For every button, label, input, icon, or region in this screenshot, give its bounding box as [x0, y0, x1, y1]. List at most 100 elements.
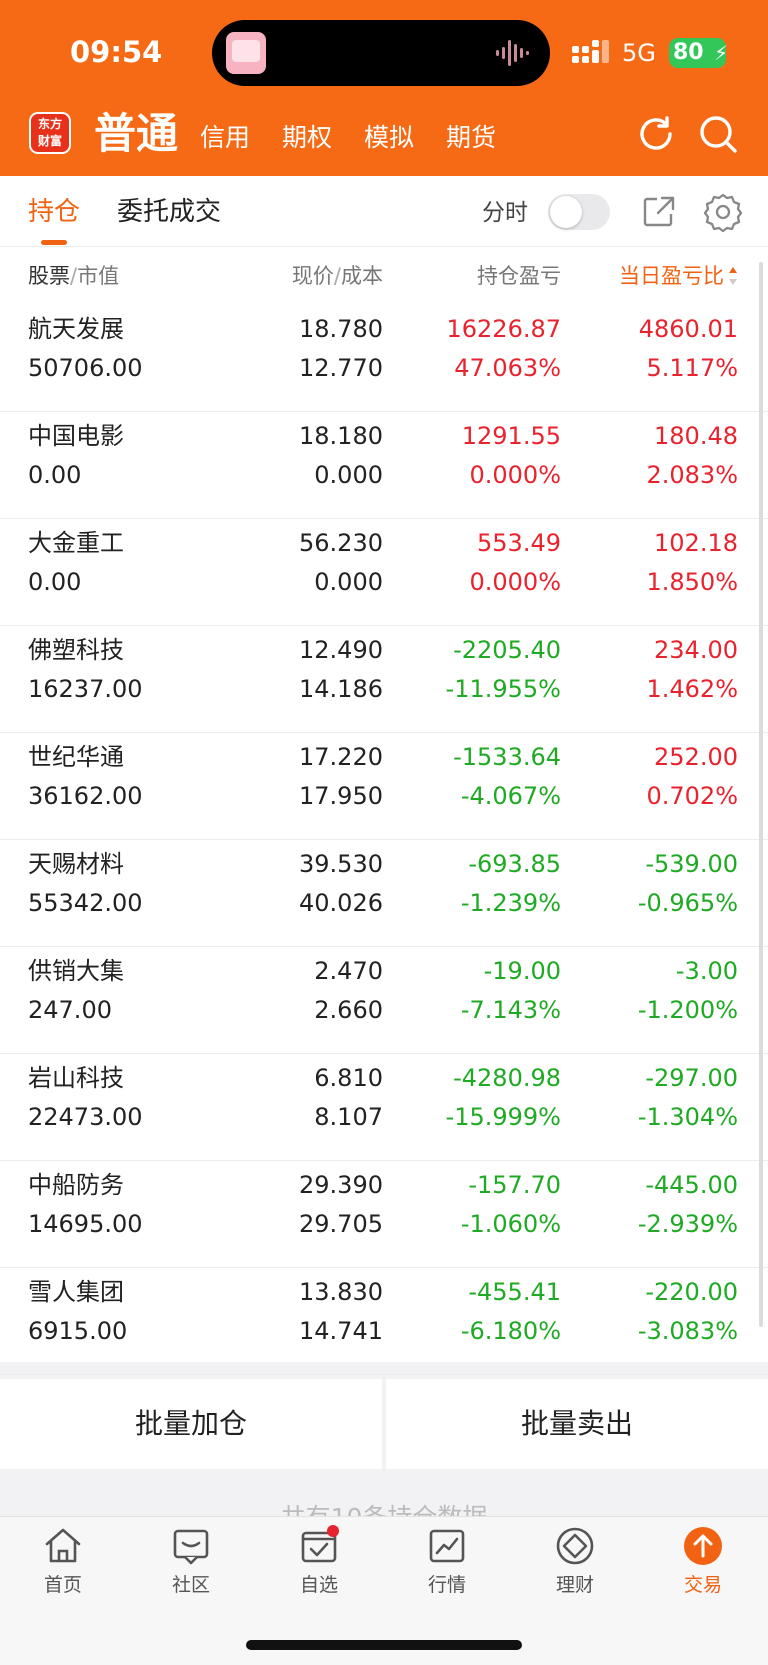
batch-sell-button[interactable]: 批量卖出	[386, 1379, 768, 1469]
account-tab-credit[interactable]: 信用	[200, 123, 251, 152]
daily-pl: 4860.01	[638, 315, 738, 343]
charging-bolt-icon: ⚡	[713, 41, 728, 65]
current-price: 29.390	[299, 1171, 383, 1199]
batch-add-button[interactable]: 批量加仓	[0, 1379, 382, 1469]
app-logo-text: 东方 财富	[31, 114, 69, 152]
stock-name: 雪人集团	[28, 1278, 124, 1306]
notification-dot	[327, 1525, 339, 1537]
daily-pl-pct: 5.117%	[646, 354, 738, 382]
sort-icon[interactable]	[728, 263, 738, 289]
account-tab-options[interactable]: 期权	[282, 123, 333, 152]
cost-price: 8.107	[314, 1103, 383, 1131]
market-value: 22473.00	[28, 1103, 143, 1131]
nav-wealth[interactable]: 理财	[530, 1525, 620, 1615]
nav-market-label: 行情	[427, 1574, 466, 1596]
daily-pl: 234.00	[654, 636, 738, 664]
market-value: 16237.00	[28, 675, 143, 703]
position-pl-pct: -7.143%	[460, 996, 561, 1024]
holding-row[interactable]: 世纪华通 36162.00 17.220 17.950 -1533.64 -4.067% 2…	[0, 733, 768, 840]
header-bar: 09:54 5G 8	[0, 0, 768, 176]
market-value: 36162.00	[28, 782, 143, 810]
share-export-icon[interactable]	[641, 194, 677, 230]
current-price: 39.530	[299, 850, 383, 878]
col-position-pl[interactable]: 持仓盈亏	[477, 264, 561, 288]
nav-home-label: 首页	[43, 1574, 82, 1596]
holding-row[interactable]: 岩山科技 22473.00 6.810 8.107 -4280.98 -15.999% -2…	[0, 1054, 768, 1161]
account-tab-simulated[interactable]: 模拟	[364, 123, 415, 152]
battery-indicator: 80 ⚡	[669, 38, 728, 68]
search-icon[interactable]	[696, 112, 740, 156]
daily-pl: -297.00	[645, 1064, 738, 1092]
logo-line-2: 财富	[37, 134, 62, 148]
nav-trade[interactable]: 交易	[658, 1525, 748, 1615]
column-header: 股票/市值 现价/成本 持仓盈亏 当日盈亏比	[0, 247, 768, 305]
daily-pl: -539.00	[645, 850, 738, 878]
col-price-label: 现价	[291, 264, 334, 288]
market-value: 55342.00	[28, 889, 143, 917]
cost-price: 12.770	[299, 354, 383, 382]
batch-actions: 批量加仓 批量卖出	[0, 1379, 768, 1471]
holding-row[interactable]: 雪人集团 6915.00 13.830 14.741 -455.41 -6.180% -22…	[0, 1268, 768, 1375]
market-value: 0.00	[28, 568, 82, 596]
current-price: 13.830	[299, 1278, 383, 1306]
account-tab-futures[interactable]: 期货	[446, 123, 497, 152]
daily-pl-pct: -0.965%	[637, 889, 738, 917]
col-marketvalue-label: 市值	[77, 264, 120, 288]
position-pl: -2205.40	[453, 636, 561, 664]
cost-price: 0.000	[314, 568, 383, 596]
col-cost-label: 成本	[341, 264, 383, 288]
daily-pl: 102.18	[654, 529, 738, 557]
nav-home[interactable]: 首页	[18, 1525, 108, 1615]
cost-price: 17.950	[299, 782, 383, 810]
dynamic-island	[212, 20, 550, 86]
cost-price: 14.186	[299, 675, 383, 703]
position-pl: -693.85	[468, 850, 561, 878]
home-indicator	[246, 1640, 522, 1650]
daily-pl-pct: -3.083%	[637, 1317, 738, 1345]
holding-row[interactable]: 供销大集 247.00 2.470 2.660 -19.00 -7.143% -3.00 -1…	[0, 947, 768, 1054]
current-price: 18.180	[299, 422, 383, 450]
daily-pl-pct: 1.850%	[646, 568, 738, 596]
diamond-icon	[556, 1527, 594, 1565]
battery-level: 80	[673, 40, 704, 65]
trade-icon	[684, 1527, 722, 1565]
col-daily-pl-ratio[interactable]: 当日盈亏比	[619, 261, 738, 291]
tab-holdings[interactable]: 持仓	[28, 197, 81, 227]
position-pl-pct: 47.063%	[454, 354, 561, 382]
timeshare-label: 分时	[482, 200, 528, 226]
holdings-tabbar: 持仓 委托成交 分时	[0, 176, 768, 246]
account-tab-normal[interactable]: 普通	[94, 109, 179, 158]
position-pl-pct: -1.239%	[460, 889, 561, 917]
daily-pl-pct: 0.702%	[646, 782, 738, 810]
nav-watchlist[interactable]: 自选	[274, 1525, 364, 1615]
holding-row[interactable]: 佛塑科技 16237.00 12.490 14.186 -2205.40 -11.955%…	[0, 626, 768, 733]
position-pl-pct: -11.955%	[445, 675, 561, 703]
market-value: 6915.00	[28, 1317, 128, 1345]
audio-wave-icon	[496, 40, 529, 66]
holding-row[interactable]: 中船防务 14695.00 29.390 29.705 -157.70 -1.060% -4…	[0, 1161, 768, 1268]
holding-row[interactable]: 天赐材料 55342.00 39.530 40.026 -693.85 -1.239% -5…	[0, 840, 768, 947]
status-time: 09:54	[70, 35, 163, 69]
col-daily-label: 当日盈亏比	[619, 264, 724, 288]
daily-pl-pct: -1.200%	[637, 996, 738, 1024]
holding-row[interactable]: 中国电影 0.00 18.180 0.000 1291.55 0.000% 180.48 2.…	[0, 412, 768, 519]
refresh-icon[interactable]	[634, 112, 678, 156]
tab-orders[interactable]: 委托成交	[117, 197, 222, 227]
nav-market[interactable]: 行情	[402, 1525, 492, 1615]
position-pl-pct: 0.000%	[469, 461, 561, 489]
live-activity-app-icon[interactable]	[226, 32, 266, 74]
nav-community[interactable]: 社区	[146, 1525, 236, 1615]
chat-icon	[173, 1529, 209, 1565]
position-pl-pct: 0.000%	[469, 568, 561, 596]
gear-icon[interactable]	[703, 192, 743, 232]
cost-price: 29.705	[299, 1210, 383, 1238]
scrollbar[interactable]	[759, 262, 763, 1327]
holding-row[interactable]: 航天发展 50706.00 18.780 12.770 16226.87 47.063% 4…	[0, 305, 768, 412]
stock-name: 中船防务	[28, 1171, 124, 1199]
holding-row[interactable]: 大金重工 0.00 56.230 0.000 553.49 0.000% 102.18 1.8…	[0, 519, 768, 626]
panel-top	[0, 176, 768, 216]
timeshare-toggle[interactable]	[548, 194, 610, 230]
position-pl-pct: -15.999%	[445, 1103, 561, 1131]
stock-name: 大金重工	[28, 529, 124, 557]
